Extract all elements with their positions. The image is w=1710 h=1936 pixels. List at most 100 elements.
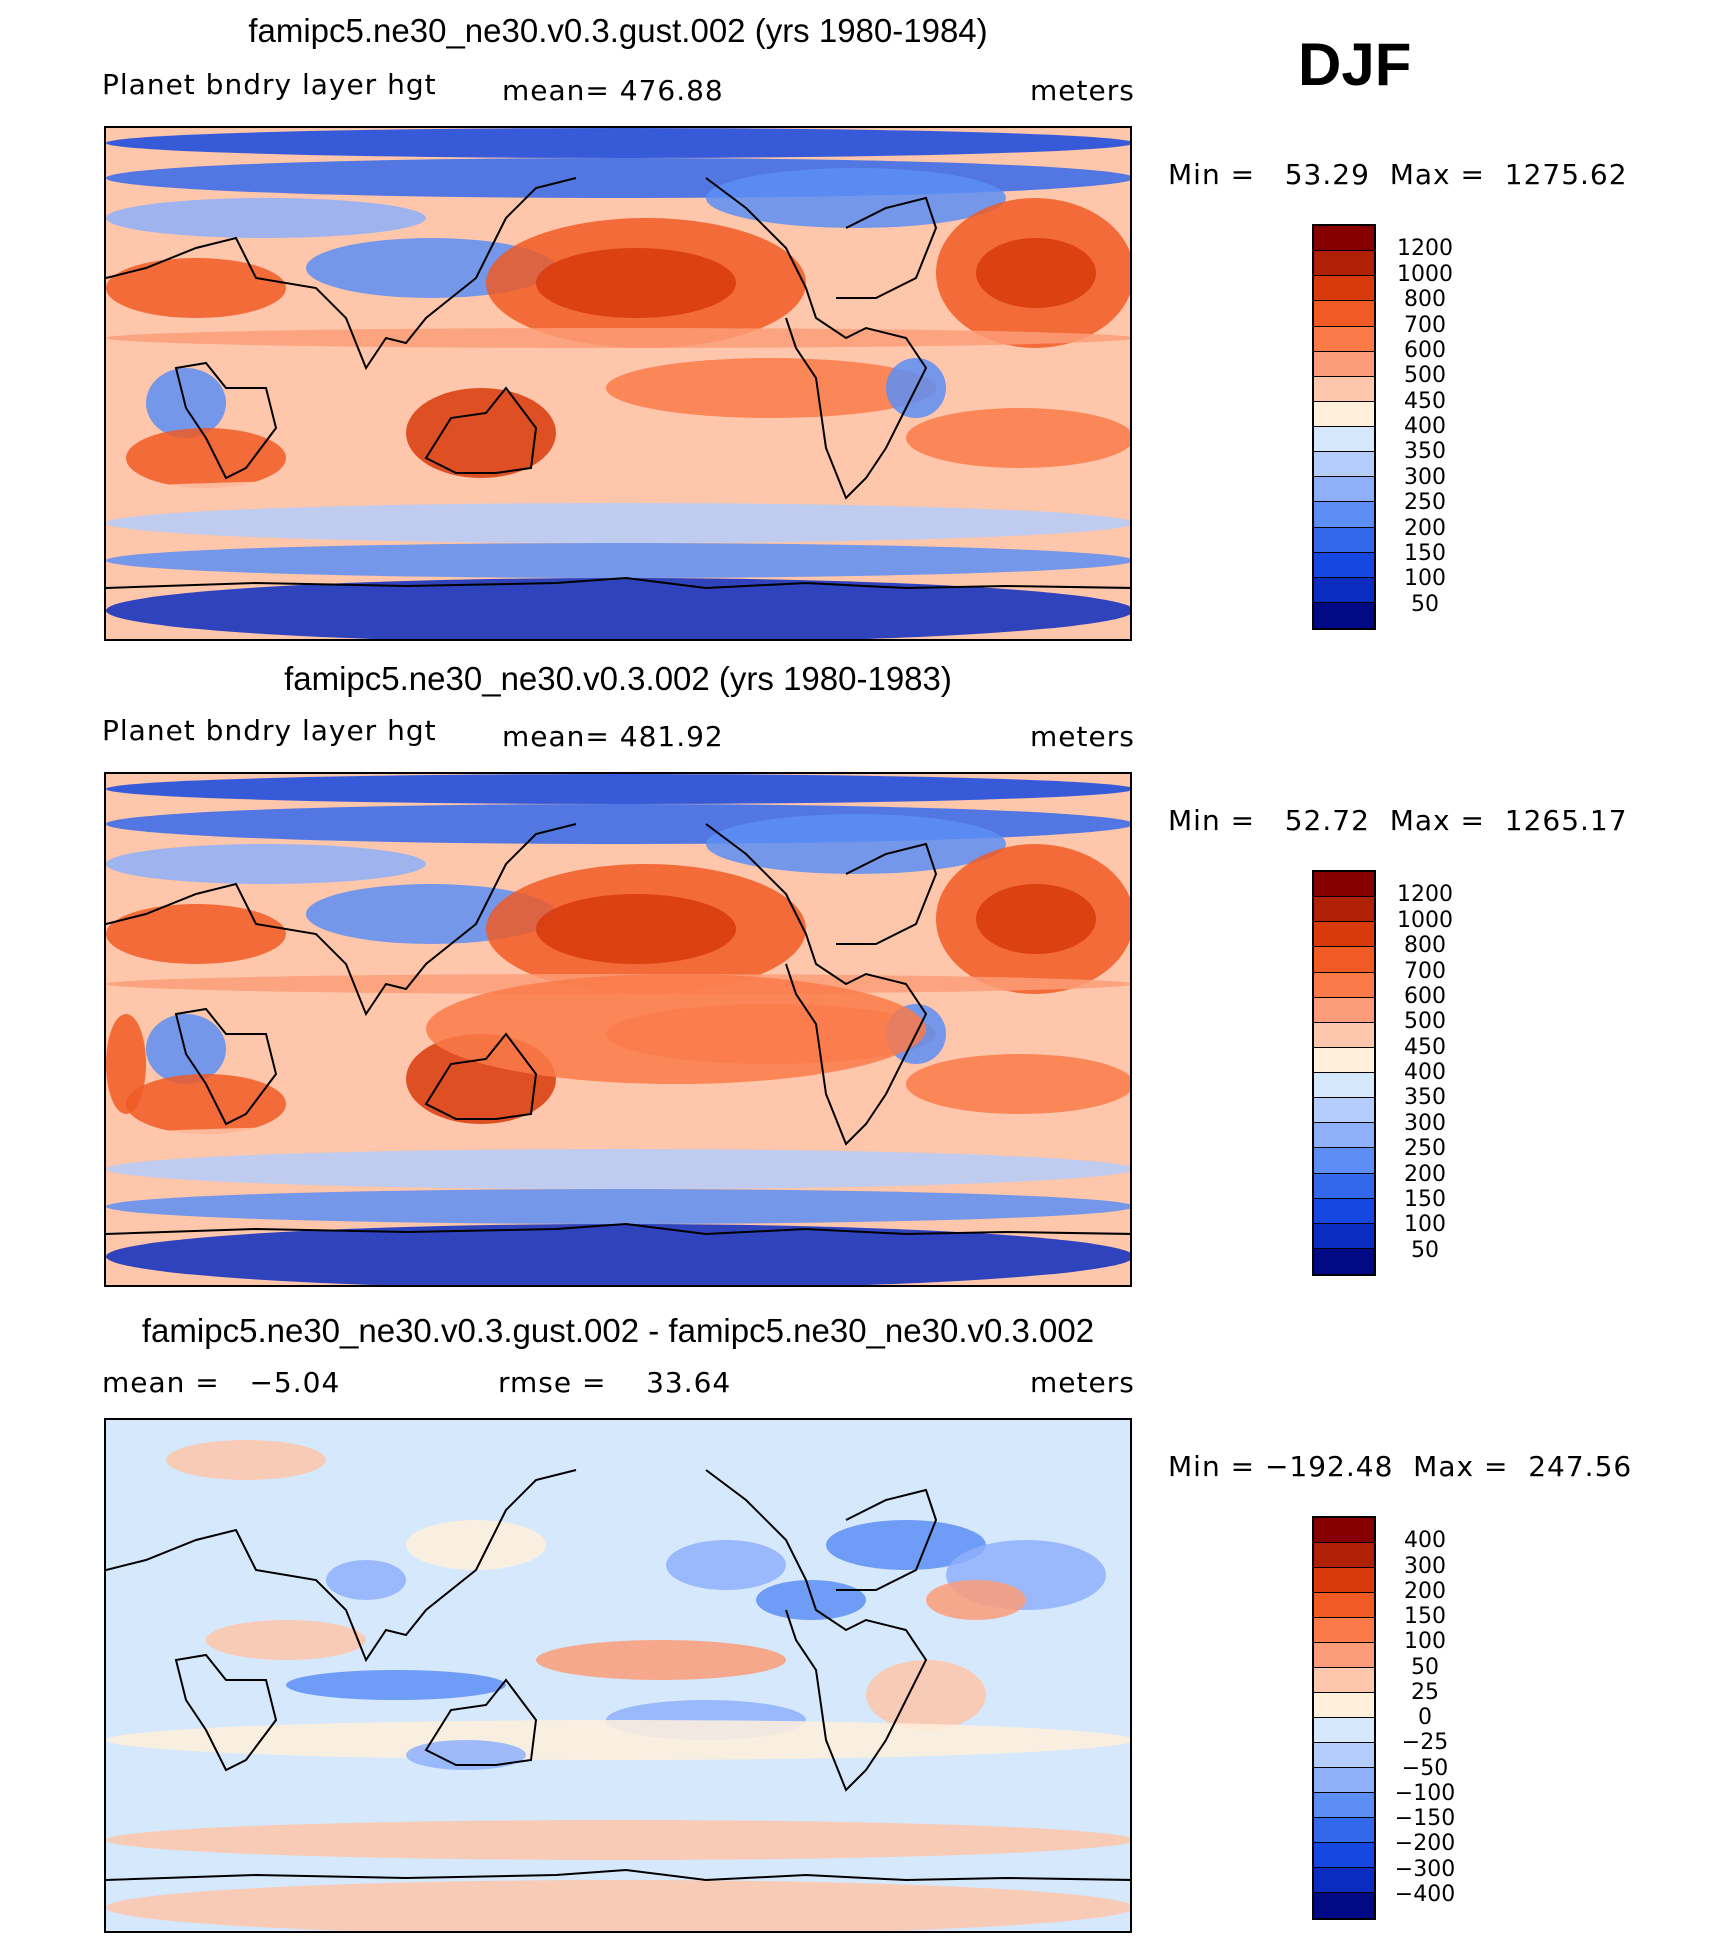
- panel-1-minmax: Min = 53.29 Max = 1275.62: [1168, 158, 1628, 191]
- colorbar-label: −200: [1394, 1831, 1456, 1857]
- panel-3-mean: mean = −5.04: [102, 1366, 341, 1399]
- panel-2-title: famipc5.ne30_ne30.v0.3.002 (yrs 1980-198…: [284, 660, 952, 697]
- colorbar-label: 1200: [1397, 882, 1453, 908]
- field-contour: [406, 1520, 546, 1570]
- field-contour: [146, 368, 226, 438]
- season-label: DJF: [1298, 31, 1412, 98]
- map-canvas: [106, 1420, 1130, 1931]
- colorbar-label: 1200: [1397, 236, 1453, 262]
- colorbar-label: 150: [1404, 1186, 1446, 1212]
- colorbar-label: 250: [1404, 1136, 1446, 1162]
- colorbar-label: 500: [1404, 363, 1446, 389]
- field-contour: [106, 1014, 146, 1114]
- colorbar-swatch: [1314, 1518, 1374, 1543]
- panel-1-map: [104, 126, 1132, 641]
- coastline: [106, 1222, 1130, 1236]
- colorbar-label: 300: [1404, 1110, 1446, 1136]
- colorbar-label: 350: [1404, 1085, 1446, 1111]
- panel-3-title: famipc5.ne30_ne30.v0.3.gust.002 - famipc…: [141, 1312, 1095, 1349]
- panel-3-minmax: Min = −192.48 Max = 247.56: [1168, 1450, 1633, 1483]
- panel-2-colorbar-labels: 1200 1000 800 700 600 500 450 400 350 300 250 200 15…: [1380, 870, 1470, 1276]
- colorbar-swatch: [1314, 1768, 1374, 1793]
- panel-2-mean: mean= 481.92: [502, 720, 724, 753]
- panel-1-units: meters: [1030, 74, 1135, 107]
- colorbar-swatch: [1314, 1123, 1374, 1149]
- coastline: [174, 1653, 278, 1772]
- colorbar-swatch: [1314, 1793, 1374, 1818]
- field-contour: [756, 1580, 866, 1620]
- field-contour: [706, 168, 1006, 228]
- colorbar-label: 400: [1404, 414, 1446, 439]
- colorbar-label: 50: [1411, 591, 1439, 617]
- coastline: [174, 361, 278, 480]
- colorbar-label: 1000: [1397, 907, 1453, 933]
- panel-1-colorbar: [1312, 224, 1376, 630]
- colorbar-label: 200: [1404, 1161, 1446, 1187]
- field-contour: [206, 1620, 366, 1660]
- colorbar-label: 500: [1404, 1009, 1446, 1035]
- field-contour: [326, 1560, 406, 1600]
- field-contour: [146, 1014, 226, 1084]
- colorbar-swatch: [1314, 1047, 1374, 1073]
- panel-3-units: meters: [1030, 1366, 1135, 1399]
- colorbar-swatch: [1314, 502, 1374, 528]
- panel-1-mean: mean= 476.88: [502, 74, 724, 107]
- colorbar-swatch: [1314, 351, 1374, 377]
- colorbar-label: 150: [1404, 1604, 1446, 1629]
- colorbar-label: 400: [1404, 1060, 1446, 1085]
- field-contour: [906, 1054, 1130, 1114]
- field-contour: [106, 1224, 1130, 1285]
- field-contour: [906, 408, 1130, 468]
- coastline: [836, 842, 938, 945]
- panel-3-colorbar-labels: 400 300 200 150 100 50 25 0 −25 −50 −100 −150 −200 −3…: [1380, 1516, 1470, 1920]
- colorbar-swatch: [1314, 1148, 1374, 1174]
- colorbar-swatch: [1314, 527, 1374, 553]
- coastline: [705, 1469, 928, 1792]
- colorbar-swatch: [1314, 1198, 1374, 1224]
- field-contour: [706, 814, 1006, 874]
- field-contour: [106, 328, 1130, 348]
- colorbar-swatch: [1314, 1173, 1374, 1199]
- colorbar-swatch: [1314, 1893, 1374, 1918]
- colorbar-label: 400: [1404, 1528, 1446, 1554]
- colorbar-label: 350: [1404, 439, 1446, 465]
- colorbar-label: −100: [1394, 1780, 1456, 1806]
- colorbar-swatch: [1314, 452, 1374, 478]
- field-contour: [406, 388, 556, 478]
- colorbar-label: −300: [1394, 1856, 1456, 1882]
- colorbar-swatch: [1314, 276, 1374, 302]
- field-contour: [666, 1540, 786, 1590]
- coastline: [836, 196, 938, 299]
- field-contour: [106, 1189, 1130, 1224]
- colorbar-label: 50: [1411, 1654, 1439, 1680]
- colorbar-swatch: [1314, 1743, 1374, 1768]
- field-contour: [106, 1124, 1130, 1149]
- colorbar-swatch: [1314, 1593, 1374, 1618]
- field-contour: [536, 248, 736, 318]
- field-contour: [166, 1440, 326, 1480]
- colorbar-swatch: [1314, 1223, 1374, 1249]
- field-contour: [106, 1720, 1130, 1760]
- field-contour: [106, 478, 1130, 503]
- field-contour: [126, 1074, 286, 1134]
- colorbar-swatch: [1314, 1643, 1374, 1668]
- colorbar-swatch: [1314, 1568, 1374, 1593]
- field-contour: [926, 1580, 1026, 1620]
- field-contour: [106, 128, 1130, 158]
- field-contour: [106, 503, 1130, 543]
- field-contour: [106, 904, 286, 964]
- field-contour: [106, 258, 286, 318]
- coastline: [106, 1469, 577, 1663]
- colorbar-label: 0: [1418, 1705, 1432, 1730]
- coastline: [424, 386, 538, 474]
- colorbar-label: 700: [1404, 312, 1446, 338]
- colorbar-swatch: [1314, 376, 1374, 402]
- colorbar-swatch: [1314, 427, 1374, 453]
- colorbar-swatch: [1314, 972, 1374, 998]
- colorbar-label: 100: [1404, 566, 1446, 592]
- field-contour: [106, 543, 1130, 578]
- colorbar-label: −50: [1401, 1755, 1449, 1781]
- field-contour: [106, 1149, 1130, 1189]
- coastline: [174, 1007, 278, 1126]
- colorbar-swatch: [1314, 1543, 1374, 1568]
